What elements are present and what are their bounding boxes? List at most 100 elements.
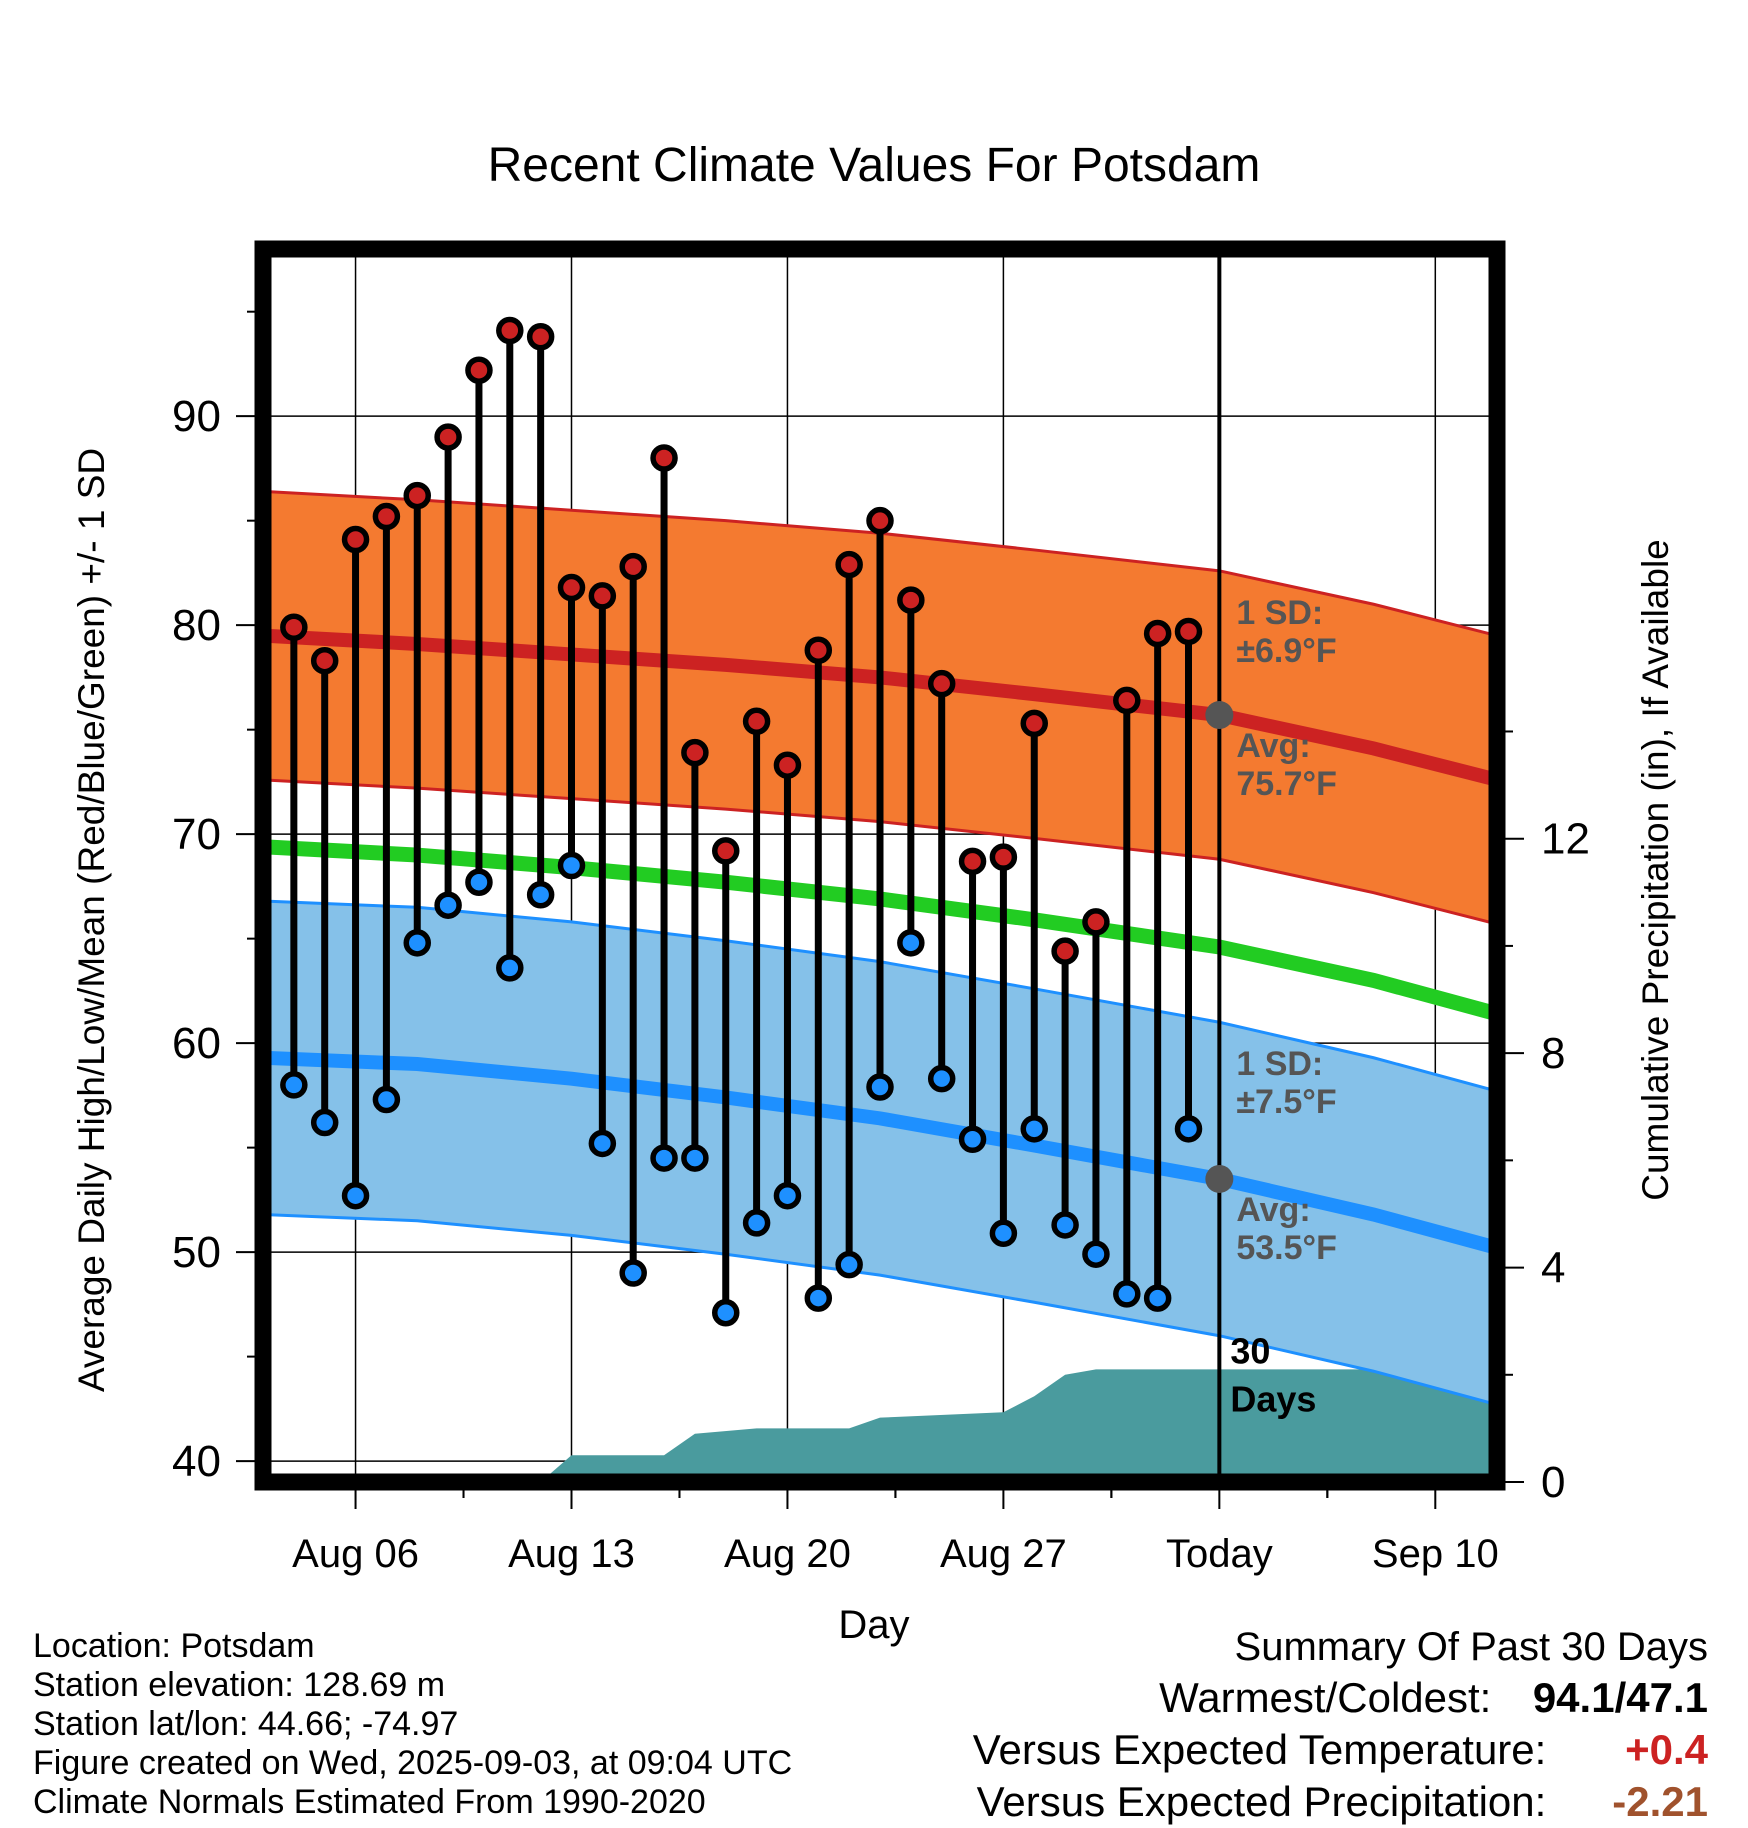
y2-tick-label: 0 <box>1541 1458 1565 1507</box>
x-tick-label: Aug 13 <box>508 1532 635 1576</box>
daily-low-point <box>1174 1115 1203 1143</box>
summary-precip-row: Versus Expected Precipitation: -2.21 <box>973 1776 1708 1828</box>
daily-high-point <box>650 444 678 472</box>
daily-low-point <box>681 1144 709 1172</box>
daily-high-point <box>1082 908 1110 936</box>
daily-low-point <box>310 1108 339 1137</box>
x-tick-label: Today <box>1166 1532 1273 1576</box>
y-tick-label: 50 <box>172 1228 221 1277</box>
daily-high-point <box>526 323 555 351</box>
y-tick-label: 70 <box>172 810 221 859</box>
daily-high-point <box>742 707 771 736</box>
daily-low-point <box>712 1298 740 1327</box>
daily-low-point <box>989 1219 1018 1248</box>
daily-high-point <box>1143 619 1172 648</box>
chart-title: Recent Climate Values For Potsdam <box>488 139 1261 192</box>
axes: 40 50 60 70 80 90 0 4 8 12 Aug 06 Aug 13 Aug 20 Aug 2… <box>172 310 1590 1576</box>
daily-high-point <box>341 525 370 554</box>
summary-panel: Summary Of Past 30 Days Warmest/Coldest:… <box>973 1622 1708 1828</box>
y2-tick-label: 8 <box>1541 1029 1565 1078</box>
daily-low-point <box>866 1073 894 1101</box>
daily-low-point <box>1051 1211 1079 1239</box>
daily-high-point <box>619 552 647 581</box>
summary-title: Summary Of Past 30 Days <box>1234 1625 1708 1669</box>
info-location: Location: Potsdam <box>33 1627 315 1665</box>
info-latlon: Station lat/lon: 44.66; -74.97 <box>33 1705 459 1743</box>
y2-tick-label: 12 <box>1541 815 1590 864</box>
info-created: Figure created on Wed, 2025-09-03, at 09… <box>33 1744 793 1782</box>
daily-low-point <box>1082 1240 1110 1268</box>
daily-high-point <box>1051 937 1079 965</box>
daily-high-point <box>804 636 833 664</box>
daily-low-point <box>434 891 462 919</box>
period-days-number: 30 <box>1230 1330 1270 1371</box>
summary-warm-cold-row: Warmest/Coldest: 94.1/47.1 <box>973 1672 1708 1724</box>
daily-low-point <box>280 1071 308 1099</box>
x-tick-label: Aug 27 <box>940 1532 1067 1576</box>
daily-range-sticks <box>280 316 1203 1327</box>
high-sd-title: 1 SD: <box>1236 594 1323 632</box>
info-elevation: Station elevation: 128.69 m <box>33 1666 446 1704</box>
daily-low-point <box>526 881 555 909</box>
low-avg-title: Avg: <box>1236 1191 1310 1229</box>
daily-high-point <box>310 646 339 675</box>
summary-precip-value: -2.21 <box>1612 1778 1708 1825</box>
daily-low-point <box>403 929 431 957</box>
daily-low-point <box>927 1064 956 1093</box>
x-tick-label: Aug 06 <box>292 1532 419 1576</box>
daily-low-point <box>742 1209 771 1237</box>
precip-area <box>263 1369 1497 1482</box>
y-tick-label: 90 <box>172 392 221 441</box>
y-axis-left-label: Average Daily High/Low/Mean (Red/Blue/Gr… <box>71 448 112 1392</box>
x-tick-label: Aug 20 <box>724 1532 851 1576</box>
daily-high-point <box>465 356 493 384</box>
today-high-normal-dot <box>1205 701 1234 730</box>
daily-high-point <box>866 506 894 535</box>
x-axis-label: Day <box>838 1603 909 1647</box>
high-avg-title: Avg: <box>1236 727 1310 765</box>
summary-precip-label: Versus Expected Precipitation: <box>976 1778 1547 1825</box>
low-sd-lower-line <box>263 1213 1497 1407</box>
y-axis-right-label: Cumulative Precipitation (in), If Availa… <box>1635 539 1676 1201</box>
daily-low-point <box>372 1085 401 1114</box>
info-normals: Climate Normals Estimated From 1990-2020 <box>33 1783 706 1821</box>
daily-high-point <box>712 837 740 865</box>
daily-high-point <box>403 481 431 510</box>
daily-high-point <box>280 613 308 642</box>
daily-low-point <box>341 1181 370 1210</box>
daily-low-point <box>835 1250 863 1279</box>
station-info: Location: Potsdam Station elevation: 128… <box>33 1627 792 1822</box>
daily-low-point <box>1143 1284 1172 1312</box>
y-tick-label: 80 <box>172 601 221 650</box>
today-low-normal-dot <box>1205 1164 1234 1193</box>
daily-high-point <box>372 502 401 531</box>
daily-high-point <box>588 582 617 610</box>
daily-low-point <box>958 1125 987 1154</box>
today-marker <box>1205 249 1234 1482</box>
daily-high-point <box>897 586 925 614</box>
summary-temp-label: Versus Expected Temperature: <box>972 1726 1547 1773</box>
daily-high-point <box>681 738 709 767</box>
daily-low-point <box>804 1284 833 1312</box>
low-sd-title: 1 SD: <box>1236 1045 1323 1083</box>
summary-temp-value: +0.4 <box>1625 1726 1708 1773</box>
daily-high-point <box>773 751 802 779</box>
summary-temp-row: Versus Expected Temperature: +0.4 <box>973 1724 1708 1776</box>
daily-high-point <box>434 423 462 451</box>
high-sd-value: ±6.9°F <box>1236 632 1336 670</box>
daily-high-point <box>989 843 1018 871</box>
daily-low-point <box>1113 1280 1141 1308</box>
daily-low-point <box>465 868 493 896</box>
daily-low-point <box>897 929 925 957</box>
daily-high-point <box>835 550 863 579</box>
low-avg-value: 53.5°F <box>1236 1229 1337 1267</box>
daily-low-point <box>588 1129 617 1158</box>
daily-high-point <box>927 669 956 698</box>
summary-warm-cold-label: Warmest/Coldest: <box>1159 1674 1492 1721</box>
precipitation-area <box>263 1369 1497 1482</box>
plot-area <box>263 249 1497 1482</box>
low-sd-value: ±7.5°F <box>1236 1083 1336 1121</box>
y2-tick-label: 4 <box>1541 1244 1565 1293</box>
